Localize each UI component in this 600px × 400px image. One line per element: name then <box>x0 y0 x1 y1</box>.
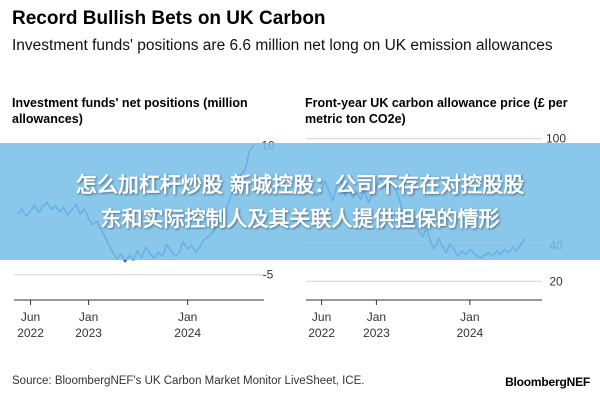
banner-line-1: 怎么加杠杆炒股 新城控股：公司不存在对控股股 <box>75 172 525 197</box>
x-tick-label-month: Jan <box>460 310 479 324</box>
banner-line-2: 东和实际控制人及其关联人提供担保的情形 <box>100 206 500 231</box>
y-tick-label: 100 <box>546 132 566 146</box>
right-panel-title: Front-year UK carbon allowance price (£ … <box>305 96 568 126</box>
y-tick-label: 20 <box>549 274 563 288</box>
x-tick-label-month: Jun <box>312 310 331 324</box>
chart-title: Record Bullish Bets on UK Carbon <box>12 8 326 29</box>
x-tick-label-year: 2023 <box>363 326 390 340</box>
overlay-banner: 怎么加杠杆炒股 新城控股：公司不存在对控股股 东和实际控制人及其关联人提供担保的… <box>0 143 600 260</box>
x-tick-label-month: Jan <box>79 310 98 324</box>
x-tick-label-year: 2024 <box>174 326 201 340</box>
chart-panel-2: 1004020Jun2022Jan2023Jan2024 <box>306 132 566 340</box>
x-tick-label-year: 2024 <box>456 326 483 340</box>
x-tick-label-year: 2022 <box>17 326 44 340</box>
left-panel-title: Investment funds' net positions (million… <box>12 96 248 126</box>
y-tick-label: -5 <box>263 268 274 282</box>
x-tick-label-month: Jun <box>21 310 40 324</box>
x-tick-label-year: 2022 <box>308 326 335 340</box>
x-tick-label-month: Jan <box>367 310 386 324</box>
x-tick-label-month: Jan <box>178 310 197 324</box>
brand-logo: BloombergNEF <box>505 375 590 389</box>
x-tick-label-year: 2023 <box>75 326 102 340</box>
chart-subtitle: Investment funds' positions are 6.6 mill… <box>12 37 553 54</box>
source-note: Source: BloombergNEF's UK Carbon Market … <box>12 375 365 387</box>
